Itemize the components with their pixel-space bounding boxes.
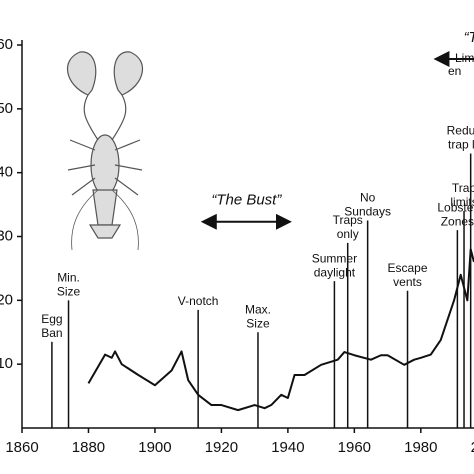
x-tick-label: 1940 [271,439,304,456]
event-label: V-notch [178,294,219,308]
y-tick-label: 40 [0,164,13,181]
period-label: “The [464,29,474,46]
x-tick-label: 1980 [404,439,437,456]
event-label: limits [450,195,474,209]
x-tick-label: 1960 [338,439,371,456]
y-tick-label: 50 [0,100,13,117]
event-label: only [337,227,359,241]
event-label: Trap [452,181,474,195]
event-label: Summer [312,251,357,265]
event-label: Ban [41,326,62,340]
y-tick-label: 30 [0,227,13,244]
y-tick-label: 60 [0,36,13,53]
event-label: vents [393,275,422,289]
y-tick-label: 10 [0,355,13,372]
x-tick-label: 1880 [72,439,105,456]
event-label: Traps [333,213,363,227]
x-tick-label: 1900 [138,439,171,456]
event-label: Reduced [447,124,474,138]
event-label: Escape [388,261,428,275]
event-label: Min. [57,271,80,285]
event-label: trap limit [448,138,474,152]
event-label: Size [246,316,270,330]
period-label: “The Bust” [211,192,282,209]
event-label: Egg [41,312,62,326]
lobster-illustration [66,51,144,251]
x-tick-label: 1920 [205,439,238,456]
event-label: No [360,191,376,205]
event-label: Max. [245,302,271,316]
data-line [87,248,474,412]
x-tick-label: 1860 [5,439,38,456]
x-tick-label: 2000 [471,439,474,456]
cropped-text: en [448,64,461,78]
event-label: Zones [441,214,474,228]
event-label: Size [57,285,81,299]
event-label: Lobster [437,200,474,214]
event-label: Sundays [344,205,391,219]
y-tick-label: 20 [0,291,13,308]
event-label: daylight [314,265,356,279]
